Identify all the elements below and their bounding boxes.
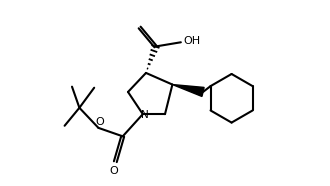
Text: O: O bbox=[109, 166, 118, 176]
Text: O: O bbox=[95, 117, 104, 126]
Polygon shape bbox=[172, 85, 204, 97]
Text: OH: OH bbox=[183, 36, 201, 46]
Text: N: N bbox=[142, 110, 149, 120]
